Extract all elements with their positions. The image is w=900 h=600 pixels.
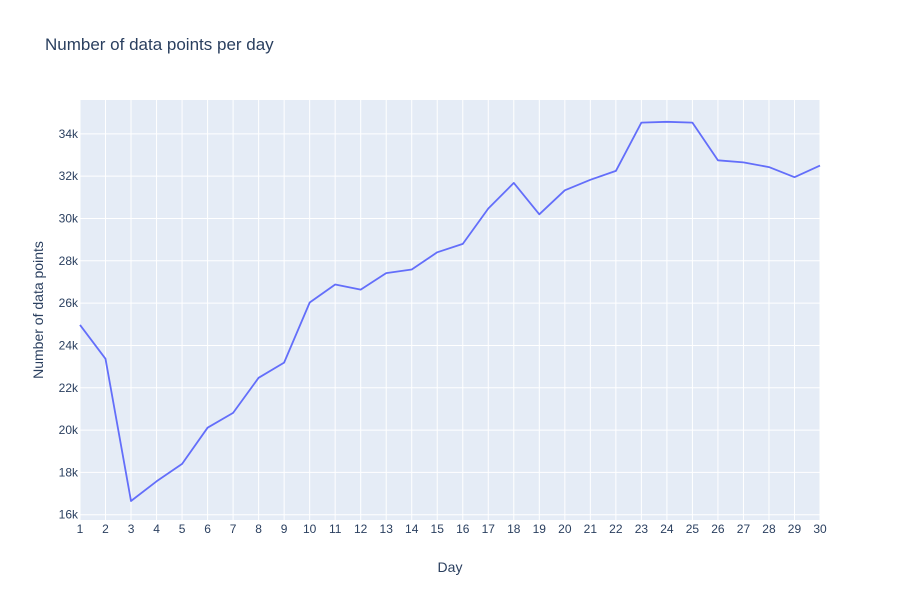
x-tick-label: 25 [686,522,700,536]
data-point [435,250,440,255]
data-point [562,188,567,193]
x-tick-label: 4 [153,522,160,536]
x-tick-label: 5 [179,522,186,536]
x-tick-label: 29 [788,522,802,536]
x-tick-label: 8 [255,522,262,536]
data-point [154,479,159,484]
x-tick-label: 10 [303,522,317,536]
data-point [129,499,134,504]
data-point [588,177,593,182]
x-tick-label: 21 [584,522,598,536]
y-axis-title: Number of data points [30,241,46,379]
x-tick-label: 26 [711,522,725,536]
x-tick-label: 22 [609,522,623,536]
series-layer [78,119,823,504]
y-tick-label: 34k [59,127,79,141]
x-tick-label: 16 [456,522,470,536]
x-tick-label: 12 [354,522,368,536]
data-point [409,267,414,272]
data-point [103,356,108,361]
x-tick-label: 18 [507,522,521,536]
x-tick-label: 15 [431,522,445,536]
data-point [256,375,261,380]
data-point [180,461,185,466]
x-tick-label: 6 [204,522,211,536]
data-point [231,410,236,415]
x-tick-label: 2 [102,522,109,536]
data-point [715,158,720,163]
data-point [741,160,746,165]
data-point [767,165,772,170]
y-tick-label: 32k [59,169,79,183]
data-point [384,271,389,276]
x-tick-label: 7 [230,522,237,536]
data-point [486,206,491,211]
data-point [792,175,797,180]
data-point [664,119,669,124]
x-tick-label: 27 [737,522,751,536]
x-tick-label: 28 [762,522,776,536]
x-tick-label: 30 [813,522,827,536]
chart-title: Number of data points per day [45,35,274,54]
series-line [79,120,821,502]
y-axis-ticks: 16k 18k 20k 22k 24k 26k 28k 30k 32k 34k [59,127,79,522]
data-point [358,287,363,292]
y-tick-label: 24k [59,338,79,352]
x-tick-label: 23 [635,522,649,536]
x-tick-label: 14 [405,522,419,536]
y-tick-label: 22k [59,381,79,395]
data-point [205,425,210,430]
x-axis-title: Day [438,559,463,575]
y-tick-label: 16k [59,508,79,522]
data-point [511,180,516,185]
y-tick-label: 18k [59,465,79,479]
data-point [639,120,644,125]
data-point [613,168,618,173]
x-tick-label: 13 [380,522,394,536]
x-tick-label: 19 [533,522,547,536]
data-point [282,360,287,365]
data-point [537,212,542,217]
data-point [333,282,338,287]
data-point [460,241,465,246]
plot-area [80,100,820,520]
y-tick-label: 30k [59,211,79,225]
data-point [307,300,312,305]
x-tick-label: 24 [660,522,674,536]
data-point [78,322,83,327]
grid-layer [79,100,821,520]
x-tick-label: 9 [281,522,288,536]
data-point [690,120,695,125]
x-tick-label: 11 [329,522,342,536]
y-tick-label: 26k [59,296,79,310]
x-tick-label: 3 [128,522,135,536]
data-point [818,163,823,168]
y-tick-label: 20k [59,423,79,437]
x-axis-ticks: 1 2 3 4 5 6 7 8 9 10 11 12 13 14 15 16 17 18 19 20 21 22 23 24 2… [77,522,827,536]
x-tick-label: 17 [482,522,496,536]
y-tick-label: 28k [59,254,79,268]
x-tick-label: 1 [77,522,84,536]
x-tick-label: 20 [558,522,572,536]
